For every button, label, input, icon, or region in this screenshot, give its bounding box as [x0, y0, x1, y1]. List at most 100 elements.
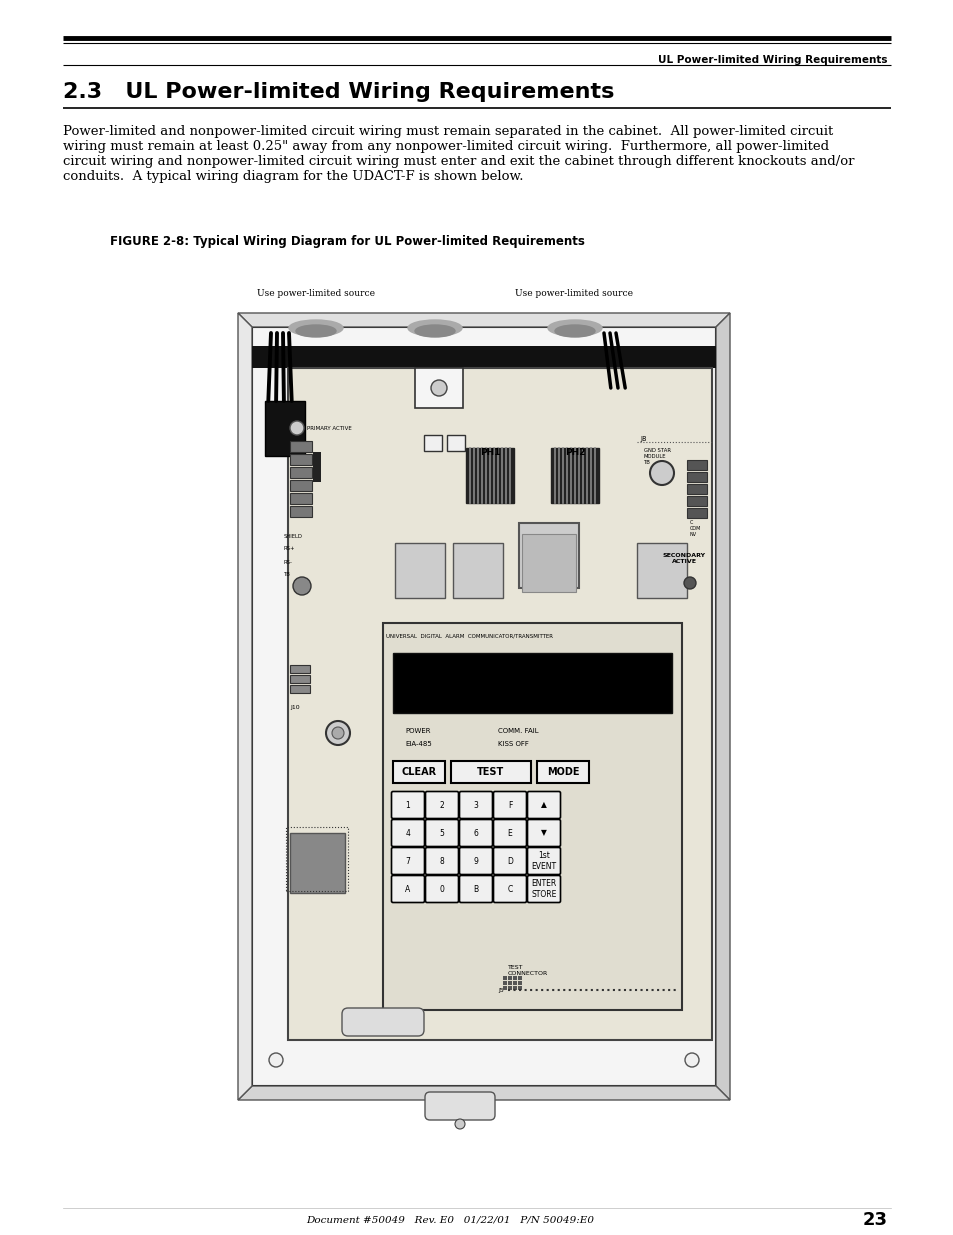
Text: 7: 7: [405, 857, 410, 866]
Text: PH2: PH2: [564, 448, 584, 457]
Text: MODE: MODE: [546, 767, 578, 777]
Bar: [290, 685, 310, 693]
Text: C: C: [507, 884, 512, 893]
Text: B: B: [473, 884, 478, 893]
Circle shape: [326, 721, 350, 745]
Bar: [686, 508, 706, 517]
Text: FIGURE 2-8: Typical Wiring Diagram for UL Power-limited Requirements: FIGURE 2-8: Typical Wiring Diagram for U…: [110, 235, 584, 248]
Text: UL Power-limited Wiring Requirements: UL Power-limited Wiring Requirements: [658, 56, 887, 65]
FancyBboxPatch shape: [459, 876, 492, 903]
Bar: [517, 981, 521, 986]
Ellipse shape: [295, 325, 335, 337]
Text: F: F: [507, 800, 512, 809]
Text: 9: 9: [473, 857, 478, 866]
Bar: [686, 472, 706, 482]
Polygon shape: [237, 312, 252, 1100]
Text: Power-limited and nonpower-limited circuit wiring must remain separated in the c: Power-limited and nonpower-limited circu…: [63, 125, 832, 138]
Text: RS+: RS+: [284, 547, 295, 552]
FancyBboxPatch shape: [425, 820, 458, 846]
Bar: [502, 976, 506, 981]
Circle shape: [649, 461, 673, 485]
Text: CLEAR: CLEAR: [401, 767, 436, 777]
Text: 4: 4: [405, 829, 410, 837]
Bar: [252, 346, 716, 368]
Bar: [415, 368, 462, 408]
FancyBboxPatch shape: [425, 792, 458, 819]
FancyBboxPatch shape: [391, 820, 424, 846]
Bar: [513, 981, 517, 986]
FancyBboxPatch shape: [391, 792, 424, 819]
Text: PH1: PH1: [479, 448, 499, 457]
Polygon shape: [716, 312, 729, 1100]
Text: COMM. FAIL: COMM. FAIL: [497, 727, 538, 734]
FancyBboxPatch shape: [459, 847, 492, 874]
FancyBboxPatch shape: [493, 792, 526, 819]
Circle shape: [290, 421, 304, 435]
Bar: [518, 522, 578, 588]
FancyBboxPatch shape: [527, 792, 560, 819]
Circle shape: [293, 577, 311, 595]
Bar: [502, 981, 506, 986]
FancyBboxPatch shape: [341, 1008, 423, 1036]
Bar: [288, 368, 711, 1040]
Text: J10: J10: [290, 705, 299, 710]
FancyBboxPatch shape: [459, 792, 492, 819]
Bar: [507, 981, 512, 986]
Bar: [290, 467, 312, 478]
FancyBboxPatch shape: [425, 847, 458, 874]
Bar: [465, 448, 514, 503]
Text: J8: J8: [639, 436, 646, 442]
Text: TEST: TEST: [476, 767, 504, 777]
Text: 8: 8: [439, 857, 444, 866]
Polygon shape: [237, 1086, 729, 1100]
Bar: [313, 452, 320, 482]
Bar: [395, 543, 444, 598]
Bar: [502, 986, 506, 990]
Bar: [290, 832, 345, 893]
Bar: [265, 401, 305, 456]
Text: 1st
EVENT: 1st EVENT: [531, 851, 556, 871]
Bar: [551, 448, 598, 503]
Bar: [686, 459, 706, 471]
Text: 3: 3: [473, 800, 478, 809]
Bar: [686, 496, 706, 506]
Bar: [290, 480, 312, 492]
Text: 5: 5: [439, 829, 444, 837]
FancyBboxPatch shape: [425, 876, 458, 903]
Text: 2: 2: [439, 800, 444, 809]
Ellipse shape: [408, 320, 461, 336]
FancyBboxPatch shape: [527, 820, 560, 846]
Text: J5: J5: [497, 988, 503, 993]
Text: Document #50049   Rev. E0   01/22/01   P/N 50049:E0: Document #50049 Rev. E0 01/22/01 P/N 500…: [306, 1215, 594, 1224]
Text: POWER: POWER: [405, 727, 430, 734]
Bar: [517, 976, 521, 981]
Bar: [290, 454, 312, 466]
Bar: [507, 986, 512, 990]
Polygon shape: [237, 312, 729, 327]
Bar: [290, 676, 310, 683]
Bar: [286, 827, 348, 890]
FancyBboxPatch shape: [393, 761, 444, 783]
FancyBboxPatch shape: [527, 876, 560, 903]
Bar: [507, 976, 512, 981]
Text: ENTER
STORE: ENTER STORE: [531, 879, 557, 899]
Text: conduits.  A typical wiring diagram for the UDACT-F is shown below.: conduits. A typical wiring diagram for t…: [63, 170, 523, 183]
Text: 2.3   UL Power-limited Wiring Requirements: 2.3 UL Power-limited Wiring Requirements: [63, 82, 614, 103]
Bar: [637, 543, 686, 598]
Text: SECONDARY
ACTIVE: SECONDARY ACTIVE: [661, 553, 705, 564]
FancyBboxPatch shape: [527, 847, 560, 874]
Ellipse shape: [289, 320, 343, 336]
Circle shape: [332, 727, 344, 739]
Bar: [290, 664, 310, 673]
Text: A: A: [405, 884, 410, 893]
Text: E: E: [507, 829, 512, 837]
Text: TEST
CONNECTOR: TEST CONNECTOR: [507, 965, 548, 976]
FancyBboxPatch shape: [459, 820, 492, 846]
Text: D: D: [507, 857, 513, 866]
Bar: [290, 493, 312, 504]
Bar: [513, 976, 517, 981]
Text: 23: 23: [862, 1212, 887, 1229]
Bar: [686, 484, 706, 494]
FancyBboxPatch shape: [424, 1092, 495, 1120]
Bar: [521, 534, 576, 592]
